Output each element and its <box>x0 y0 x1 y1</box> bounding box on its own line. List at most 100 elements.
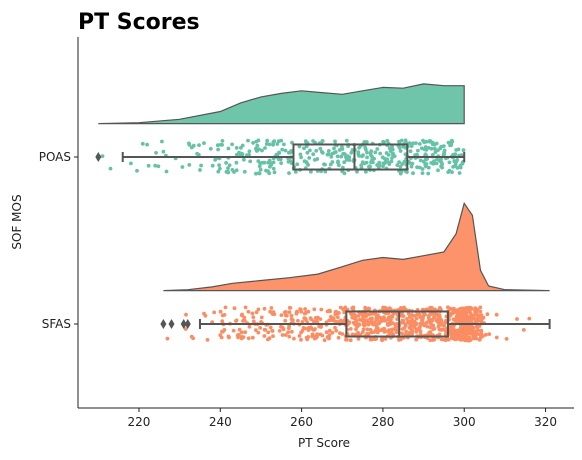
strip-point <box>287 334 292 339</box>
strip-point <box>293 170 298 174</box>
outlier-marker <box>95 152 102 162</box>
strip-point <box>330 330 335 335</box>
strip-point <box>377 160 382 165</box>
strip-point <box>180 165 185 169</box>
strip-point <box>280 147 285 152</box>
strip-point <box>464 313 469 317</box>
strip-point <box>226 334 231 339</box>
strip-point <box>361 327 366 332</box>
strip-point <box>418 324 422 329</box>
strip-point <box>246 309 251 314</box>
strip-point <box>271 334 275 338</box>
strip-point <box>371 160 375 165</box>
strip-point <box>378 151 383 156</box>
strip-point <box>221 329 225 334</box>
strip-point <box>302 316 307 320</box>
strip-point <box>268 325 273 330</box>
strip-point <box>397 160 401 165</box>
strip-point <box>465 329 470 334</box>
x-tick-label: 260 <box>290 415 313 429</box>
strip-point <box>262 334 267 338</box>
strip-point <box>372 330 376 334</box>
strip-point <box>342 307 347 312</box>
strip-point <box>484 332 488 337</box>
strip-point <box>479 329 483 333</box>
strip-point <box>404 329 408 334</box>
strip-point <box>277 151 282 155</box>
strip-point <box>256 159 261 164</box>
strip-point <box>223 305 228 310</box>
strip-point <box>421 322 426 327</box>
strip-point <box>146 163 151 168</box>
strip-point <box>436 314 441 318</box>
strip-point <box>319 307 324 312</box>
strip-point <box>405 170 409 175</box>
strip-point <box>397 338 401 342</box>
strip-point <box>267 336 272 341</box>
strip-point <box>451 326 456 331</box>
strip-point <box>400 312 404 317</box>
strip-point <box>205 338 210 342</box>
strip-point <box>286 159 291 164</box>
y-tick-label-poas: POAS <box>39 150 71 164</box>
strip-point <box>430 142 435 147</box>
strip-point <box>455 166 460 170</box>
strip-point <box>354 319 359 323</box>
strip-point <box>254 171 258 176</box>
strip-point <box>237 327 242 332</box>
strip-point <box>236 332 241 337</box>
strip-point <box>332 146 336 151</box>
strip-point <box>387 306 392 310</box>
strip-point <box>339 154 344 159</box>
strip-point <box>456 147 461 152</box>
strip-point <box>397 139 401 144</box>
strip-point <box>432 159 436 164</box>
y-axis-label: SOF MOS <box>10 194 24 249</box>
strip-point <box>234 160 239 165</box>
strip-point <box>418 332 423 337</box>
strip-point <box>393 324 398 329</box>
strip-point <box>316 315 320 320</box>
strip-point <box>426 171 431 176</box>
strip-point <box>431 338 435 342</box>
strip-point <box>268 309 273 314</box>
strip-point <box>334 328 339 333</box>
strip-point <box>234 168 239 173</box>
strip-point <box>418 158 423 163</box>
strip-point <box>287 324 291 329</box>
strip-point <box>224 161 229 165</box>
strip-point <box>395 317 399 321</box>
strip-point <box>309 326 314 331</box>
strip-point <box>368 164 372 169</box>
strip-point <box>183 327 188 331</box>
strip-point <box>417 312 422 316</box>
strip-point <box>446 170 451 175</box>
strip-point <box>283 333 288 337</box>
strip-point <box>504 337 509 341</box>
strip-point <box>407 315 412 319</box>
strip-point <box>366 322 371 327</box>
strip-point <box>304 335 309 340</box>
strip-point <box>251 315 256 320</box>
strip-point <box>250 335 255 340</box>
strip-point <box>216 169 221 174</box>
strip-point <box>336 311 341 316</box>
strip-point <box>319 149 324 154</box>
strip-point <box>451 329 456 334</box>
strip-point <box>440 162 444 167</box>
strip-point <box>450 139 455 144</box>
strip-point <box>196 152 201 157</box>
strip-point <box>363 305 368 310</box>
strip-point <box>333 325 337 330</box>
strip-point <box>267 142 272 147</box>
strip-point <box>364 160 369 165</box>
strip-point <box>222 313 227 317</box>
strip-point <box>411 323 416 328</box>
strip-point <box>212 310 217 315</box>
strip-point <box>306 309 311 314</box>
strip-point <box>156 164 161 169</box>
strip-point <box>442 148 447 153</box>
strip-point <box>335 154 340 159</box>
strip-point <box>251 319 256 324</box>
strip-point <box>335 315 340 320</box>
